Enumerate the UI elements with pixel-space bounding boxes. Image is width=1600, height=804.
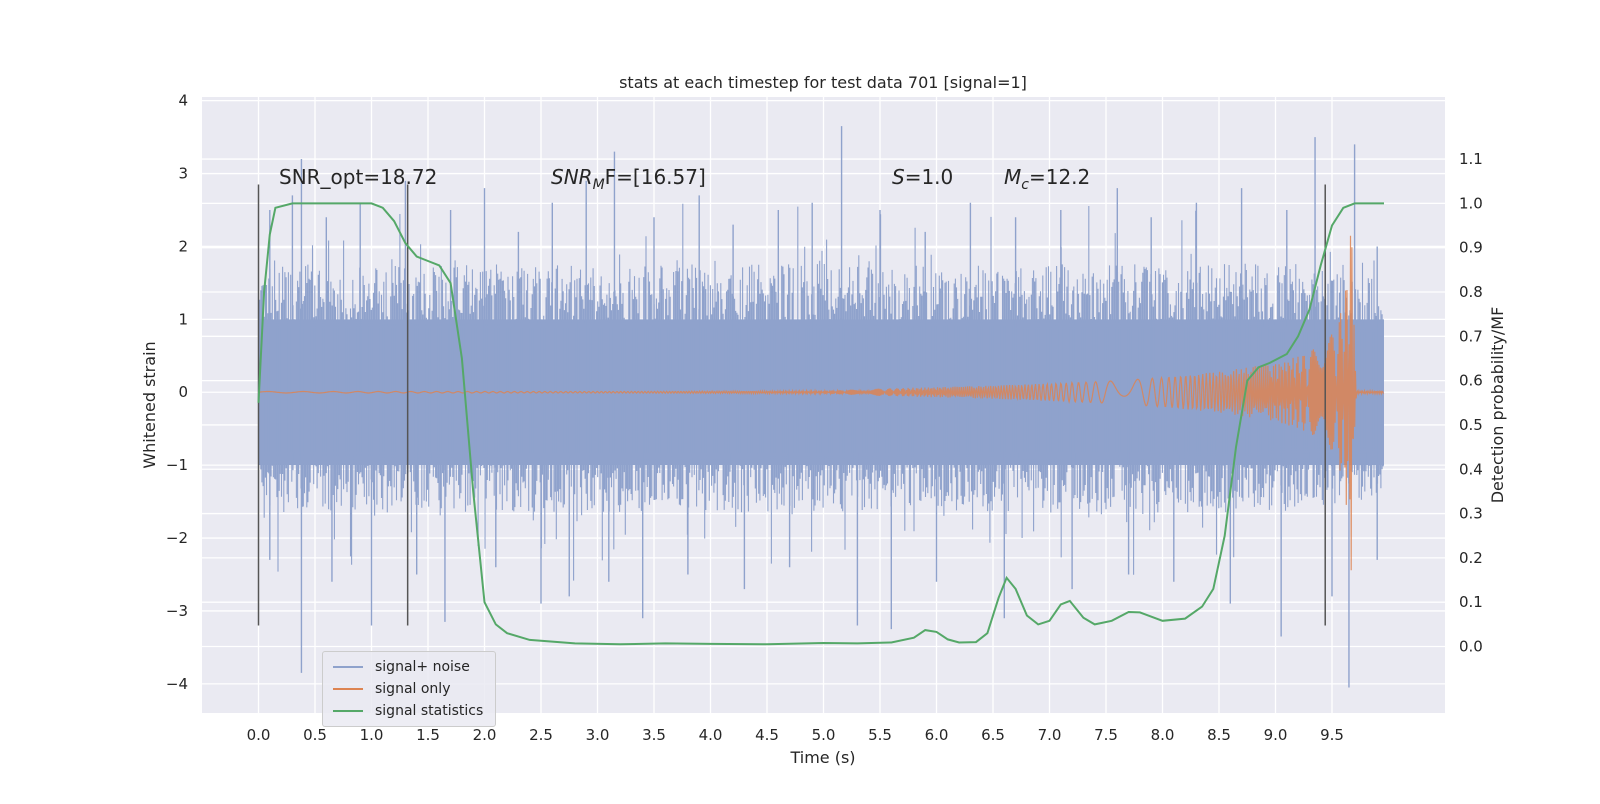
x-tick-label: 8.5 (1207, 726, 1231, 744)
y-tick-label: −1 (166, 456, 188, 474)
y2-tick-label: 0.0 (1459, 638, 1483, 656)
stats-layer (257, 202, 1384, 646)
legend-swatch-signal-noise (333, 666, 363, 668)
y-tick-label: −3 (166, 602, 188, 620)
annotation-snr-mf-base: SNR (551, 165, 593, 189)
x-tick-label: 6.5 (981, 726, 1005, 744)
y-tick-label: 4 (178, 92, 188, 110)
x-tick-label: 5.0 (812, 726, 836, 744)
y-tick-label: 1 (178, 310, 188, 328)
y-tick-label: 3 (178, 165, 188, 183)
x-tick-label: 0.0 (247, 726, 271, 744)
x-axis-label: Time (s) (789, 748, 855, 767)
annotation-mc-sub: c (1021, 177, 1029, 193)
legend-swatch-signal-statistics (333, 710, 363, 712)
x-tick-label: 0.5 (303, 726, 327, 744)
chart-title: stats at each timestep for test data 701… (619, 73, 1027, 92)
x-tick-label: 9.5 (1320, 726, 1344, 744)
x-tick-label: 1.0 (360, 726, 384, 744)
x-tick-label: 6.0 (925, 726, 949, 744)
legend-swatch-signal-only (333, 688, 363, 690)
annotation-snr-opt: SNR_opt=18.72 (279, 165, 437, 189)
y2-tick-label: 0.5 (1459, 416, 1483, 434)
y2-tick-label: 0.9 (1459, 239, 1483, 257)
annotation-snr-mf-rest: F=[16.57] (605, 165, 706, 189)
signal-statistics-line (257, 202, 1384, 646)
x-tick-label: 4.0 (699, 726, 723, 744)
y2-tick-label: 0.1 (1459, 593, 1483, 611)
x-tick-label: 3.0 (586, 726, 610, 744)
x-tick-label: 9.0 (1264, 726, 1288, 744)
y-axis-label: Whitened strain (140, 341, 159, 468)
annotation-mc-label: M (1004, 165, 1021, 189)
y2-tick-label: 0.2 (1459, 549, 1483, 567)
annotation-s-value: =1.0 (905, 165, 954, 189)
legend-item-signal-only: signal only (333, 678, 450, 700)
signal-layer (258, 235, 1384, 571)
y2-tick-label: 0.3 (1459, 505, 1483, 523)
x-tick-label: 1.5 (416, 726, 440, 744)
annotation-mc-value: =12.2 (1029, 165, 1090, 189)
annotation-s-label: S (892, 165, 905, 189)
x-tick-label: 5.5 (868, 726, 892, 744)
y-tick-label: 2 (178, 237, 188, 255)
y-tick-label: −4 (166, 675, 188, 693)
x-tick-label: 3.5 (642, 726, 666, 744)
legend-item-signal-statistics: signal statistics (333, 700, 483, 722)
legend: signal+ noise signal only signal statist… (322, 651, 496, 727)
y2-tick-label: 0.4 (1459, 460, 1483, 478)
y2-tick-label: 1.0 (1459, 194, 1483, 212)
annotation-s: S=1.0 (892, 165, 953, 189)
x-tick-label: 4.5 (755, 726, 779, 744)
annotation-mc: Mc=12.2 (1004, 165, 1090, 193)
x-tick-label: 8.0 (1151, 726, 1175, 744)
x-tick-label: 2.0 (473, 726, 497, 744)
x-tick-label: 7.0 (1038, 726, 1062, 744)
x-tick-label: 7.5 (1094, 726, 1118, 744)
y2-tick-label: 0.7 (1459, 327, 1483, 345)
annotation-snr-mf-sub: M (593, 177, 605, 193)
legend-label-signal-only: signal only (375, 681, 451, 697)
y-tick-label: 0 (178, 383, 188, 401)
y-tick-label: −2 (166, 529, 188, 547)
x-tick-label: 2.5 (529, 726, 553, 744)
legend-item-signal-noise: signal+ noise (333, 656, 470, 678)
y2-tick-label: 1.1 (1459, 150, 1483, 168)
vlines-layer (257, 184, 1326, 626)
signal-only-line (258, 235, 1384, 571)
y2-tick-label: 0.8 (1459, 283, 1483, 301)
y2-tick-label: 0.6 (1459, 372, 1483, 390)
ticks-layer: 4 3 2 1 0 −1 −2 −3 −4 1.1 1.0 0.9 0.8 0.7 0.6 0.5 0.4 0.3… (166, 92, 1483, 744)
y2-axis-label: Detection probability/MF (1488, 307, 1507, 504)
legend-label-signal-noise: signal+ noise (375, 659, 470, 675)
legend-label-signal-statistics: signal statistics (375, 703, 484, 719)
annotation-snr-mf: SNRMF=[16.57] (551, 165, 706, 193)
